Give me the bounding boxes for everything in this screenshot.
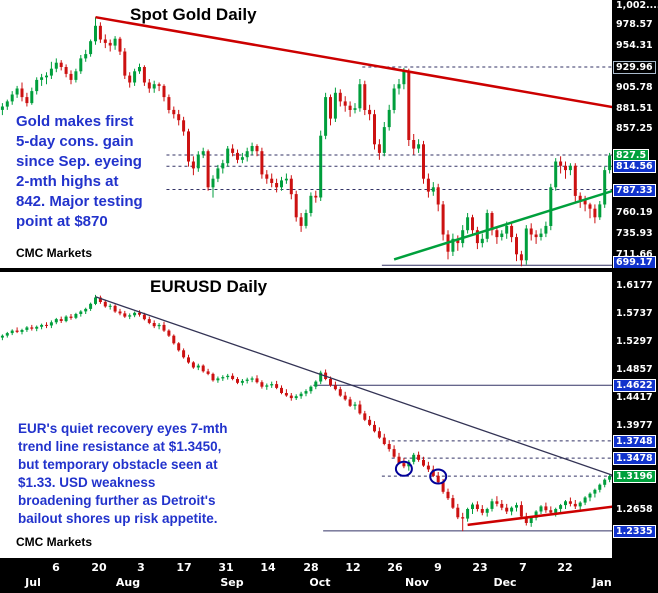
gold-chart-title: Spot Gold Daily — [130, 5, 257, 24]
price-label: 1.4417 — [616, 392, 653, 403]
price-label: 1.4622 — [613, 379, 656, 392]
x-tick-label: 17 — [176, 561, 192, 574]
x-tick-label: 6 — [52, 561, 60, 574]
price-label: 929.96 — [613, 61, 656, 74]
price-label: 699.17 — [613, 256, 656, 268]
price-label: 735.93 — [616, 228, 653, 239]
eurusd-chart-panel: EURUSD Daily EUR's quiet recovery eyes 7… — [0, 272, 612, 558]
gold-candlestick-plot — [0, 15, 612, 267]
price-label: 1.5737 — [616, 308, 653, 319]
eurusd-brand-label: CMC Markets — [16, 535, 93, 549]
eurusd-annotation: EUR's quiet recovery eyes 7-mth trend li… — [18, 421, 228, 526]
price-label: 978.57 — [616, 19, 653, 30]
x-tick-label: Sep — [220, 576, 244, 589]
price-label: 1,002.... — [616, 0, 658, 11]
price-label: 1.3196 — [613, 470, 656, 483]
price-label: 1.2658 — [616, 504, 653, 515]
x-tick-label: Dec — [493, 576, 517, 589]
gold-price-axis: 1,002.... 978.57 954.31 929.96 905.78 881.51 8… — [612, 0, 658, 268]
x-tick-label: 12 — [345, 561, 361, 574]
x-tick-label: 23 — [472, 561, 488, 574]
x-tick-label: 22 — [557, 561, 573, 574]
x-tick-label: Jan — [592, 576, 612, 589]
x-tick-label: 20 — [91, 561, 107, 574]
x-tick-label: 14 — [260, 561, 276, 574]
price-label: 1.3478 — [613, 452, 656, 465]
x-tick-label: Jul — [25, 576, 41, 589]
price-label: 814.56 — [613, 160, 656, 173]
price-label: 1.6177 — [616, 280, 653, 291]
x-tick-label: 28 — [303, 561, 319, 574]
price-label: 1.4857 — [616, 364, 653, 375]
x-tick-label: 9 — [434, 561, 442, 574]
price-label: 1.3748 — [613, 435, 656, 448]
price-label: 1.5297 — [616, 336, 653, 347]
x-tick-label: 31 — [218, 561, 234, 574]
x-tick-label: Aug — [115, 576, 141, 589]
price-label: 1.2335 — [613, 525, 656, 538]
price-label: 881.51 — [616, 103, 653, 114]
x-tick-label: 7 — [519, 561, 527, 574]
price-label: 954.31 — [616, 40, 653, 51]
eurusd-price-axis: 1.6177 1.5737 1.5297 1.4857 1.4622 1.4417 1.39… — [612, 272, 658, 558]
eurusd-chart-title: EURUSD Daily — [150, 277, 268, 296]
price-label: 711.66 — [616, 249, 653, 260]
gold-chart-panel: Spot Gold Daily Gold makes first 5-day c… — [0, 0, 612, 268]
gold-annotation: Gold makes first 5-day cons. gain since … — [16, 113, 143, 230]
price-label: 1.3977 — [616, 420, 653, 431]
x-tick-label: Oct — [309, 576, 331, 589]
gold-brand-label: CMC Markets — [16, 246, 93, 260]
x-axis: Jul 6 20 Aug 3 17 31 Sep 14 28 Oct 12 26 Nov 9 23 Dec 7 22… — [0, 558, 658, 593]
x-tick-label: 26 — [387, 561, 403, 574]
x-tick-label: 3 — [137, 561, 145, 574]
x-tick-label: Nov — [405, 576, 429, 589]
price-label: 760.19 — [616, 207, 653, 218]
eurusd-candlestick-plot — [0, 294, 612, 532]
price-label: 905.78 — [616, 82, 653, 93]
price-label: 787.33 — [613, 184, 656, 197]
price-label: 857.25 — [616, 123, 653, 134]
